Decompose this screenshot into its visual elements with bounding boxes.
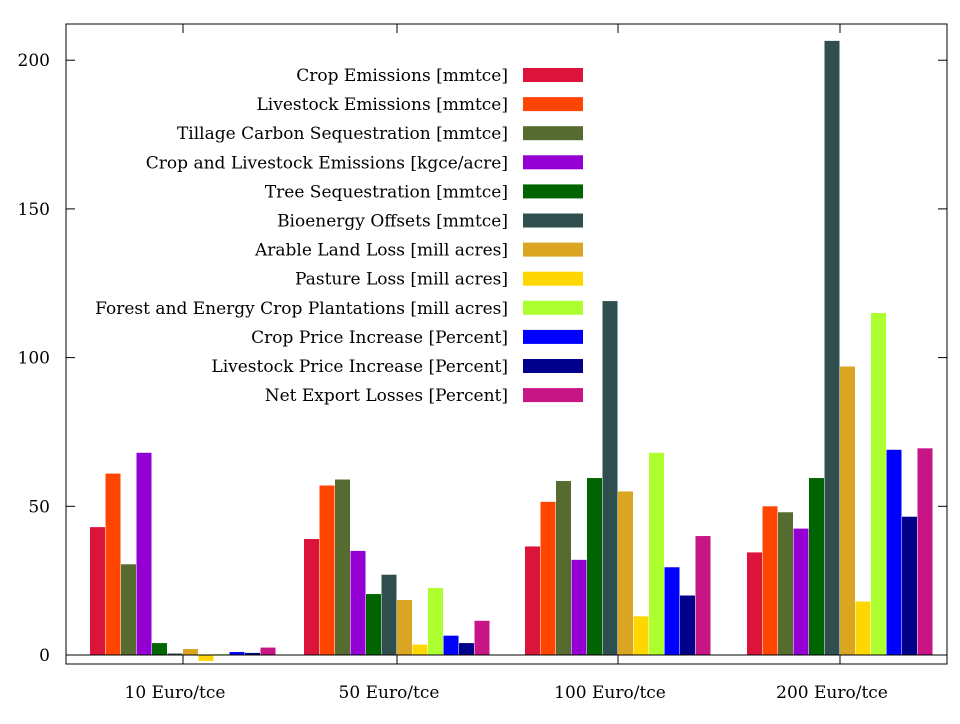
legend-item: Bioenergy Offsets [mmtce] — [277, 212, 583, 232]
legend-label: Crop and Livestock Emissions [kgce/acre] — [146, 153, 508, 173]
bar-12-group-1 — [260, 647, 276, 655]
bar-9-group-4 — [871, 312, 886, 655]
y-tick-label: 200 — [18, 51, 50, 71]
legend: Crop Emissions [mmtce] Livestock Emission… — [95, 66, 583, 406]
legend-label: Livestock Price Increase [Percent] — [211, 357, 508, 377]
y-tick-label: 0 — [39, 646, 50, 666]
bar-1-group-3 — [525, 546, 540, 655]
legend-label: Crop Emissions [mmtce] — [296, 66, 508, 86]
bar-10-group-3 — [664, 567, 680, 655]
legend-swatch — [523, 184, 583, 199]
bar-11-group-1 — [245, 652, 260, 655]
legend-label: Arable Land Loss [mill acres] — [254, 241, 508, 261]
bar-7-group-2 — [397, 599, 412, 655]
bar-4-group-1 — [136, 452, 152, 655]
bar-5-group-3 — [587, 478, 602, 655]
bar-5-group-1 — [152, 643, 167, 655]
bar-8-group-1 — [198, 655, 214, 661]
bar-9-group-2 — [428, 588, 443, 655]
legend-label: Forest and Energy Crop Plantations [mill… — [95, 299, 508, 319]
bar-8-group-4 — [855, 601, 871, 655]
legend-swatch — [523, 213, 583, 228]
y-tick-label: 100 — [18, 349, 50, 369]
legend-item: Tillage Carbon Sequestration [mmtce] — [177, 124, 583, 144]
plot-frame — [65, 23, 948, 665]
bar-1-group-1 — [90, 527, 105, 655]
bar-6-group-4 — [824, 40, 840, 656]
legend-label: Tillage Carbon Sequestration [mmtce] — [177, 124, 508, 144]
legend-item: Crop Emissions [mmtce] — [296, 66, 583, 86]
bar-2-group-1 — [105, 473, 121, 655]
legend-swatch — [523, 126, 583, 141]
legend-label: Livestock Emissions [mmtce] — [257, 95, 509, 115]
legend-label: Bioenergy Offsets [mmtce] — [277, 212, 508, 232]
legend-swatch — [523, 97, 583, 112]
bar-6-group-2 — [381, 574, 397, 655]
legend-label: Net Export Losses [Percent] — [265, 386, 508, 406]
legend-item: Livestock Price Increase [Percent] — [211, 357, 583, 377]
bar-3-group-2 — [335, 479, 350, 655]
x-tick-label: 100 Euro/tce — [554, 683, 666, 703]
legend-label: Tree Sequestration [mmtce] — [265, 182, 508, 202]
legend-item: Livestock Emissions [mmtce] — [257, 95, 583, 115]
legend-swatch — [523, 271, 583, 286]
bar-12-group-3 — [695, 536, 711, 655]
bar-1-group-4 — [747, 552, 762, 655]
bar-10-group-1 — [229, 652, 245, 655]
legend-item: Forest and Energy Crop Plantations [mill… — [95, 299, 583, 319]
bar-10-group-2 — [443, 635, 459, 655]
x-tick-label: 200 Euro/tce — [776, 683, 888, 703]
bar-6-group-1 — [167, 653, 183, 655]
bar-3-group-4 — [778, 512, 793, 655]
legend-item: Pasture Loss [mill acres] — [295, 270, 583, 290]
bar-7-group-4 — [840, 366, 855, 655]
bar-8-group-3 — [633, 616, 649, 655]
legend-swatch — [523, 155, 583, 170]
legend-swatch — [523, 242, 583, 257]
bar-12-group-2 — [474, 620, 490, 655]
x-tick-label: 10 Euro/tce — [125, 683, 226, 703]
bar-11-group-3 — [680, 595, 695, 655]
legend-item: Arable Land Loss [mill acres] — [254, 241, 583, 261]
legend-label: Pasture Loss [mill acres] — [295, 270, 508, 290]
bar-3-group-1 — [121, 564, 136, 655]
x-tick-label: 50 Euro/tce — [339, 683, 440, 703]
bar-7-group-3 — [618, 491, 633, 655]
legend-item: Net Export Losses [Percent] — [265, 386, 583, 406]
bar-2-group-4 — [762, 506, 778, 655]
bars-layer — [90, 40, 933, 661]
bar-4-group-3 — [571, 559, 587, 655]
bar-9-group-3 — [649, 452, 664, 655]
bar-7-group-1 — [183, 649, 198, 655]
bar-4-group-2 — [350, 550, 366, 655]
bar-8-group-2 — [412, 644, 428, 655]
legend-swatch — [523, 388, 583, 403]
axes-layer: 0 50 100 150 200 10 Euro/tce 50 Euro/tce 100 Eu… — [18, 23, 948, 703]
legend-swatch — [523, 300, 583, 315]
bar-5-group-4 — [809, 478, 824, 655]
bar-10-group-4 — [886, 449, 902, 655]
legend-swatch — [523, 68, 583, 82]
bar-3-group-3 — [556, 481, 571, 655]
bar-2-group-2 — [319, 485, 335, 655]
bar-2-group-3 — [540, 501, 556, 655]
bar-6-group-3 — [602, 301, 618, 655]
bar-11-group-2 — [459, 643, 474, 655]
bar-11-group-4 — [902, 516, 917, 655]
bar-12-group-4 — [917, 448, 933, 655]
y-tick-label: 150 — [18, 200, 50, 220]
legend-label: Crop Price Increase [Percent] — [251, 328, 508, 348]
legend-item: Crop Price Increase [Percent] — [251, 328, 583, 348]
legend-swatch — [523, 359, 583, 373]
legend-item: Crop and Livestock Emissions [kgce/acre] — [146, 153, 583, 173]
legend-swatch — [523, 329, 583, 344]
bar-4-group-4 — [793, 528, 809, 655]
y-tick-label: 50 — [28, 497, 50, 517]
bar-5-group-2 — [366, 594, 381, 655]
legend-item: Tree Sequestration [mmtce] — [265, 182, 583, 202]
bar-1-group-2 — [304, 539, 319, 655]
